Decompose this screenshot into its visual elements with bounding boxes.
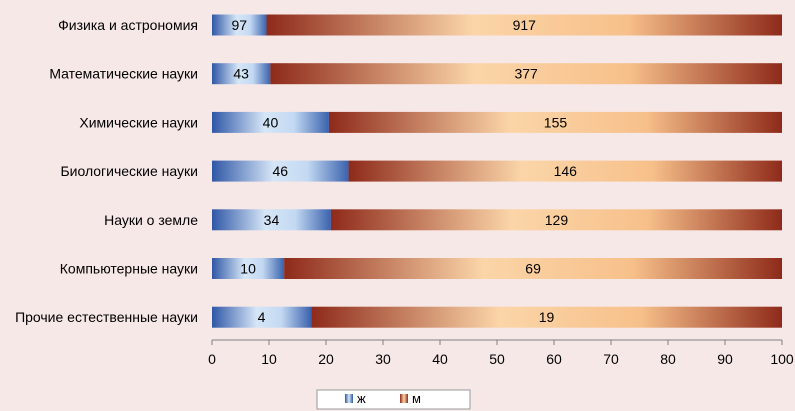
x-tick-label: 50 [489,351,505,367]
segment-m [270,63,782,85]
category-label: Физика и астрономия [58,17,198,33]
data-label: 146 [554,163,578,179]
x-tick-label: 80 [660,351,676,367]
data-label: 4 [258,309,266,325]
category-label: Биологические науки [60,163,198,179]
x-axis: 0 10 20 30 40 50 60 70 80 90 100 [208,339,794,367]
segment-f [212,258,285,279]
segment-f [212,209,331,231]
x-tick-label: 60 [546,351,562,367]
segment-m [266,14,783,36]
data-label: 40 [263,114,279,130]
data-label: 97 [231,17,247,33]
segment-m [311,306,782,328]
segment-m [284,258,782,279]
x-tick-label: 70 [603,351,619,367]
data-label: 917 [513,17,537,33]
data-label: 155 [544,114,568,130]
x-tick-label: 30 [375,351,391,367]
category-label: Компьютерные науки [60,261,198,277]
segment-f [212,14,267,36]
segment-f [212,306,312,328]
x-tick-label: 90 [717,351,733,367]
x-tick-label: 10 [261,351,277,367]
data-label: 10 [240,261,256,277]
x-tick-label: 100 [770,351,794,367]
data-label: 69 [525,261,541,277]
data-label: 19 [539,309,555,325]
segment-m [330,209,782,231]
bars-layer: 97 917 43 377 40 155 46 146 34 129 10 69 4 19 [212,14,783,328]
category-labels: Физика и астрономия Математические науки Х… [15,17,198,325]
data-label: 129 [545,212,569,228]
segment-f [212,111,329,133]
category-label: Химические науки [79,114,198,130]
data-label: 377 [514,66,538,82]
legend-label: м [412,391,421,406]
segment-m [328,111,782,133]
category-label: Науки о земле [104,212,198,228]
legend-box [316,389,471,410]
legend-label: ж [357,391,366,406]
x-tick-label: 0 [208,351,216,367]
category-label: Прочие естественные науки [15,309,198,325]
x-tick-label: 20 [318,351,334,367]
data-label: 46 [272,163,288,179]
x-tick-label: 40 [432,351,448,367]
category-label: Математические науки [49,66,198,82]
segment-f [212,63,271,85]
data-label: 43 [233,66,249,82]
legend-swatch-f [345,394,353,403]
segment-m [348,160,782,182]
segment-f [212,160,349,182]
legend-swatch-m [400,394,408,403]
data-label: 34 [264,212,280,228]
